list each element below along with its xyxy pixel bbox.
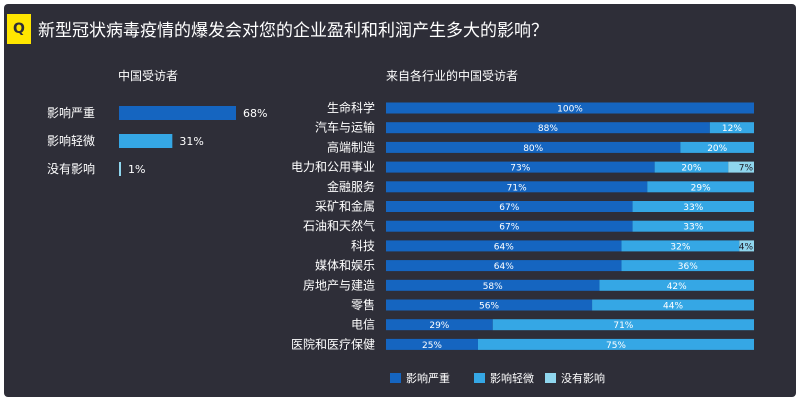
industry-label: 电信 xyxy=(351,318,375,332)
stacked-bar-segment xyxy=(386,102,754,114)
stacked-bar-segment xyxy=(386,338,478,350)
stacked-bar-segment xyxy=(386,201,633,212)
segment-value-label: 71% xyxy=(507,183,527,193)
stacked-bar-segment xyxy=(680,141,754,153)
stacked-bar-segment xyxy=(386,122,710,134)
stacked-bar-segment xyxy=(492,319,754,331)
segment-value-label: 44% xyxy=(663,302,683,312)
stacked-bar-segment xyxy=(632,220,754,232)
industry-label: 房地产与建造 xyxy=(303,277,375,292)
segment-value-label: 29% xyxy=(429,321,449,331)
question-badge: Q xyxy=(7,14,31,44)
legend-label: 影响轻微 xyxy=(490,371,534,385)
stacked-bar-segment xyxy=(386,260,622,272)
legend-label: 影响严重 xyxy=(406,371,450,385)
segment-value-label: 7% xyxy=(739,164,754,174)
segment-value-label: 33% xyxy=(683,223,703,233)
stacked-bar-segment xyxy=(386,220,633,232)
segment-value-label: 56% xyxy=(479,302,499,312)
stacked-bar-segment xyxy=(386,181,648,193)
segment-value-label: 67% xyxy=(499,203,519,213)
industry-label: 媒体和娱乐 xyxy=(315,259,375,273)
industry-label: 科技 xyxy=(351,239,375,253)
stacked-bar-segment xyxy=(478,338,754,350)
stacked-bar-segment xyxy=(386,161,655,173)
stacked-bar-segment xyxy=(386,299,593,311)
left-value-label: 68% xyxy=(243,107,267,120)
left-category-label: 影响轻微 xyxy=(47,133,95,148)
segment-value-label: 36% xyxy=(678,262,698,272)
segment-value-label: 33% xyxy=(683,203,703,213)
industry-label: 高端制造 xyxy=(327,139,375,154)
industry-label: 采矿和金属 xyxy=(315,199,375,214)
segment-value-label: 67% xyxy=(499,223,519,233)
segment-value-label: 58% xyxy=(483,282,503,292)
legend-swatch xyxy=(474,373,485,383)
industry-label: 生命科学 xyxy=(327,100,375,115)
segment-value-label: 64% xyxy=(494,242,514,252)
industry-label: 汽车与运输 xyxy=(315,120,375,135)
left-category-label: 没有影响 xyxy=(47,161,95,176)
industry-label: 医院和医疗保健 xyxy=(291,337,375,351)
stacked-bar-segment xyxy=(632,201,754,212)
segment-value-label: 25% xyxy=(422,341,442,351)
segment-value-label: 80% xyxy=(523,144,543,154)
segment-value-label: 88% xyxy=(538,124,558,134)
stacked-bar-segment xyxy=(621,260,754,272)
stacked-bar-segment xyxy=(386,279,600,291)
segment-value-label: 29% xyxy=(691,183,711,193)
segment-value-label: 64% xyxy=(494,262,514,272)
stacked-bar-segment xyxy=(386,141,681,153)
stacked-bar-segment xyxy=(386,240,622,252)
industry-label: 石油和天然气 xyxy=(303,218,375,233)
segment-value-label: 73% xyxy=(510,164,530,174)
left-value-label: 31% xyxy=(179,135,203,148)
segment-value-label: 75% xyxy=(606,341,626,351)
stacked-bar-segment xyxy=(654,161,729,173)
stacked-bar-segment xyxy=(728,161,754,173)
stacked-bar-segment xyxy=(739,240,754,252)
segment-value-label: 42% xyxy=(667,282,687,292)
stacked-bar-segment xyxy=(599,279,754,291)
chart-panel xyxy=(4,4,796,397)
industry-label: 电力和公用事业 xyxy=(291,160,375,174)
left-chart-title: 中国受访者 xyxy=(118,69,179,83)
segment-value-label: 20% xyxy=(707,144,727,154)
question-title: 新型冠状病毒疫情的爆发会对您的企业盈利和利润产生多大的影响？ xyxy=(38,21,548,41)
left-bar xyxy=(119,162,121,176)
stacked-bar-segment xyxy=(592,299,754,311)
segment-value-label: 71% xyxy=(613,321,633,331)
segment-value-label: 4% xyxy=(739,242,754,252)
right-chart-title: 来自各行业的中国受访者 xyxy=(386,69,519,83)
industry-label: 金融服务 xyxy=(327,179,375,194)
left-bar xyxy=(119,134,173,148)
stacked-bar-segment xyxy=(386,319,493,331)
legend-label: 没有影响 xyxy=(561,371,605,385)
segment-value-label: 20% xyxy=(681,164,701,174)
left-bar xyxy=(119,106,236,120)
segment-value-label: 12% xyxy=(722,124,742,134)
segment-value-label: 100% xyxy=(557,105,583,115)
industry-label: 零售 xyxy=(351,297,375,312)
stacked-bar-segment xyxy=(647,181,754,193)
legend-swatch xyxy=(545,373,556,383)
stacked-bar-segment xyxy=(621,240,740,252)
left-category-label: 影响严重 xyxy=(47,105,95,120)
stacked-bar-segment xyxy=(709,122,754,134)
legend-swatch xyxy=(390,373,401,383)
segment-value-label: 32% xyxy=(670,242,690,252)
left-value-label: 1% xyxy=(128,163,145,176)
